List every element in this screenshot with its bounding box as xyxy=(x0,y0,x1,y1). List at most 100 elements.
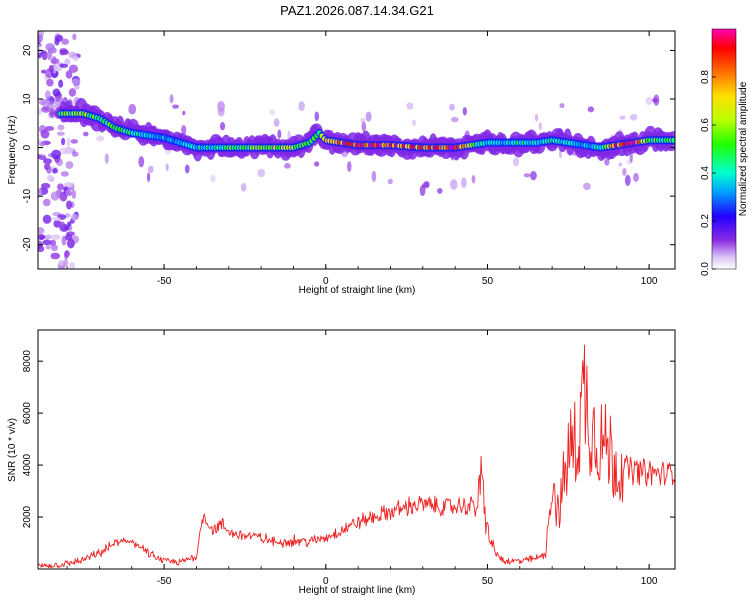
spectrogram-noise xyxy=(57,221,66,229)
spectrogram-noise xyxy=(96,135,105,142)
spectrogram-noise xyxy=(54,34,64,42)
snr-y-tick-label: 6000 xyxy=(22,402,33,425)
spectrogram-noise xyxy=(47,101,55,110)
spectrogram-noise xyxy=(72,33,77,41)
spectrogram-noise xyxy=(42,198,51,207)
spectrogram-noise xyxy=(72,55,79,62)
spectrogram-noise xyxy=(217,107,225,117)
colorbar-tick-label: 0.0 xyxy=(700,262,711,276)
spectrogram-y-tick-label: 10 xyxy=(22,93,33,105)
spectrogram-noise xyxy=(645,96,653,106)
spectrogram-noise xyxy=(558,150,563,159)
spectrogram-noise xyxy=(622,167,627,176)
spectrogram-noise xyxy=(172,104,180,109)
spectrogram-noise xyxy=(449,103,455,111)
spectrogram-noise xyxy=(38,108,42,116)
spectrogram-noise xyxy=(406,102,414,110)
snr-panel: -50 0 50 100 2000 4000 6000 8000 Height of stra… xyxy=(7,329,676,596)
chart-title: PAZ1.2026.087.14.34.G21 xyxy=(280,3,434,18)
spectrogram-noise xyxy=(40,129,50,139)
spectrogram-noise xyxy=(40,182,51,189)
spectrogram-x-tick-label: 50 xyxy=(482,276,494,287)
spectrogram-noise xyxy=(65,189,72,196)
spectrogram-noise xyxy=(128,103,137,115)
snr-x-tick-label: 0 xyxy=(323,576,329,587)
spectrogram-noise xyxy=(67,221,72,227)
spectrogram-noise xyxy=(60,171,69,177)
spectrogram-y-label: Frequency (Hz) xyxy=(7,116,18,185)
spectrogram-noise xyxy=(651,98,659,103)
spectrogram-noise xyxy=(52,216,61,221)
colorbar-label: Normalized spectral amplitude xyxy=(738,81,749,216)
spectrogram-noise xyxy=(73,84,80,90)
spectrogram-noise xyxy=(42,214,52,224)
spectrogram-noise xyxy=(52,168,58,174)
spectrogram-noise xyxy=(462,107,467,116)
spectrogram-noise xyxy=(437,188,443,194)
spectrogram-x-tick-label: 100 xyxy=(641,276,658,287)
snr-y-tick-label: 2000 xyxy=(22,505,33,528)
spectrogram-noise xyxy=(273,118,280,127)
spectrogram-noise xyxy=(52,55,57,65)
spectrogram-noise xyxy=(512,157,520,167)
spectrogram-noise xyxy=(63,181,74,188)
colorbar-tick-label: 0.2 xyxy=(700,214,711,228)
spectrogram-noise xyxy=(38,245,45,253)
spectrogram-noise xyxy=(58,259,65,266)
spectrogram-noise xyxy=(66,137,71,147)
spectrogram-noise xyxy=(65,213,71,218)
spectrogram-noise xyxy=(59,147,69,155)
spectrogram-noise xyxy=(46,78,54,87)
spectrogram-noise xyxy=(38,99,47,106)
spectrogram-noise xyxy=(471,174,476,184)
spectrogram-noise xyxy=(59,63,69,68)
spectrogram-noise xyxy=(411,119,417,126)
spectrogram-noise xyxy=(38,233,46,240)
spectrogram-noise xyxy=(618,162,623,167)
spectrogram-noise xyxy=(604,158,610,166)
spectrogram-noise xyxy=(181,124,187,135)
spectrogram-noise xyxy=(314,111,319,122)
colorbar-tick-label: 0.6 xyxy=(700,118,711,132)
spectrogram-noise xyxy=(184,164,190,174)
spectrogram-noise xyxy=(58,79,64,88)
spectrogram-noise xyxy=(41,69,47,74)
spectrogram-noise xyxy=(44,234,53,239)
spectrogram-noise xyxy=(365,111,372,122)
colorbar-ticks: 0.0 0.2 0.4 0.6 0.8 xyxy=(700,70,716,276)
spectrogram-noise xyxy=(269,109,276,116)
colorbar-gradient xyxy=(711,28,737,270)
spectrogram-noise xyxy=(534,113,539,122)
spectrogram-noise xyxy=(38,188,42,198)
spectrogram-noise xyxy=(48,64,54,73)
spectrogram-noise xyxy=(49,107,56,117)
spectrogram-noise xyxy=(70,139,79,144)
spectrogram-noise xyxy=(314,161,320,167)
snr-series-line xyxy=(38,344,675,569)
snr-axes: -50 0 50 100 2000 4000 6000 8000 xyxy=(22,330,675,587)
spectrogram-noise xyxy=(346,161,352,173)
spectrogram-x-label: Height of straight line (km) xyxy=(299,285,416,296)
spectrogram-noise xyxy=(57,124,65,131)
spectrogram-noise xyxy=(38,33,44,43)
spectrogram-noise xyxy=(45,244,51,250)
spectrogram-noise xyxy=(57,183,64,191)
spectrogram-noise xyxy=(71,151,79,157)
spectrogram-panel: -50 0 50 100 -20 -10 0 10 20 Height of straight … xyxy=(7,30,676,296)
spectrogram-noise xyxy=(450,116,459,123)
spectrogram-noise xyxy=(148,165,154,174)
spectrogram-noise xyxy=(44,125,55,131)
spectrogram-noise xyxy=(71,78,81,85)
spectrogram-noise xyxy=(70,213,79,221)
spectrogram-noise xyxy=(450,179,458,190)
spectrogram-noise xyxy=(587,106,595,113)
spectrogram-noise xyxy=(71,189,77,200)
spectrogram-marks xyxy=(38,31,675,269)
spectrogram-noise xyxy=(219,121,226,131)
spectrogram-noise xyxy=(61,38,70,45)
spectrogram-noise xyxy=(44,90,51,100)
spectrogram-noise xyxy=(45,43,55,51)
spectrogram-noise xyxy=(182,110,186,116)
spectrogram-noise xyxy=(65,161,74,169)
